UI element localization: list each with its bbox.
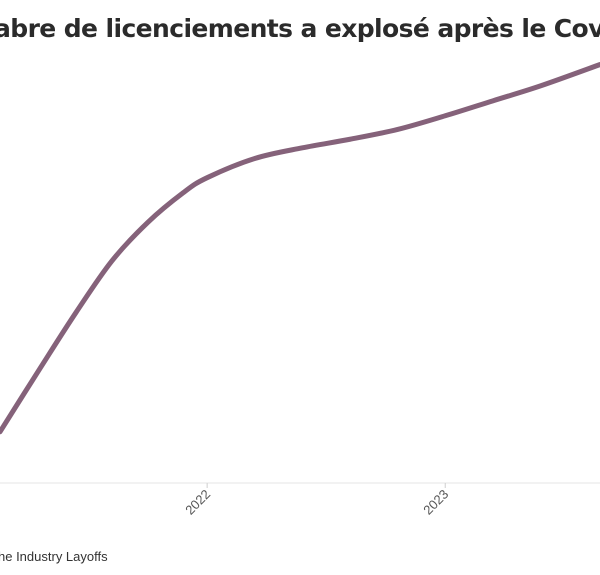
- source-note: he Industry Layoffs: [0, 549, 108, 564]
- chart-title: abre de licenciements a explosé après le…: [0, 14, 600, 43]
- x-tick-label-2022: 2022: [182, 487, 213, 518]
- series-line-0: [0, 62, 600, 435]
- series-layer: [0, 62, 600, 435]
- x-axis-ticks: 2022 2023: [182, 483, 451, 518]
- x-tick-label-2023: 2023: [420, 487, 451, 518]
- plot-area: 2022 2023: [0, 62, 600, 518]
